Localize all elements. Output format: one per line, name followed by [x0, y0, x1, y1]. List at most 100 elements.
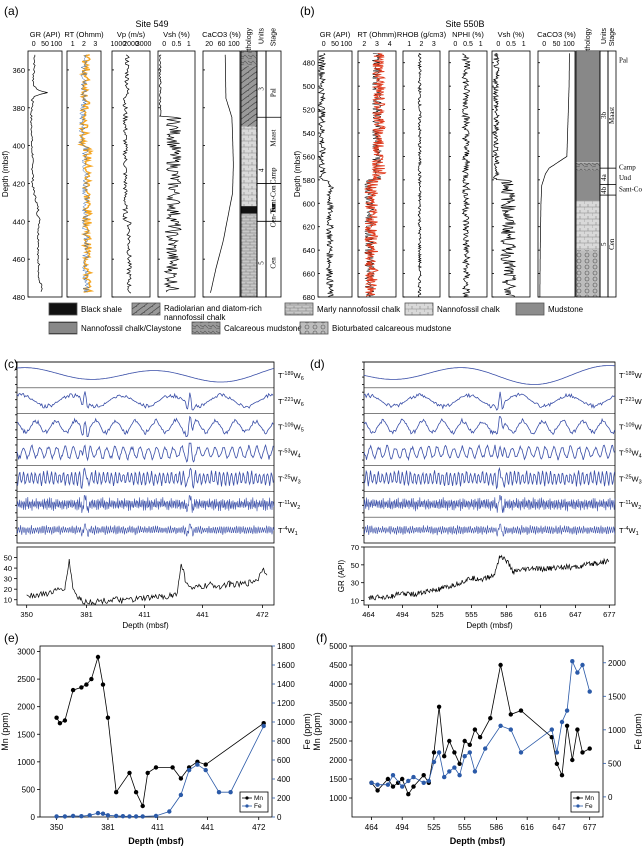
rhob-curve: [417, 52, 422, 298]
track-header: RT (Ohmm): [64, 30, 104, 39]
track-tick-label: 60: [218, 41, 226, 48]
depth-tick-label: 420: [12, 179, 25, 188]
track-GR (API): GR (API) 0 50 100: [27, 30, 63, 298]
data-point-Mn: [375, 788, 380, 793]
y-tick-label: 70: [351, 543, 359, 552]
log-curve-CaCO3: [539, 53, 570, 297]
y-tick-label: 4500: [329, 661, 347, 670]
track-header: CaCO3 (%): [202, 30, 241, 39]
data-point-Fe: [62, 814, 68, 819]
data-point-Mn: [100, 682, 106, 687]
wavelet-frame: [16, 361, 275, 544]
track-tick-label: 2: [362, 41, 366, 48]
track-NPHI (%): NPHI (%) 0 0.5 1: [448, 30, 488, 298]
track-tick-label: 3: [432, 41, 436, 48]
lithology-block: [576, 200, 600, 251]
y-tick-label: 1500: [17, 730, 35, 739]
track-RT (Ohmm): RT (Ohmm) 1 2 3: [64, 30, 104, 298]
wavelet-label: T-53W4: [619, 449, 642, 460]
data-point-Fe: [554, 750, 560, 755]
unit-label: 4a: [600, 173, 608, 181]
data-point-Mn: [498, 662, 503, 668]
data-point-Mn: [462, 738, 467, 744]
rt-curve-deep: [364, 52, 387, 297]
track-tick-label: 100: [563, 41, 575, 48]
legend-swatch-mud: [515, 302, 545, 316]
data-point-Fe: [549, 727, 554, 732]
data-point-Fe: [375, 782, 380, 787]
stage-label: Tur: [270, 202, 278, 213]
track-tick-label: 2: [420, 41, 424, 48]
x-tick-label: 525: [427, 823, 441, 832]
x-tick-label: 616: [534, 610, 547, 619]
wavelet-label: T-189W6: [619, 371, 642, 382]
data-point-Fe: [570, 659, 575, 664]
panel-label-c: (c): [4, 357, 18, 371]
data-point-Fe: [452, 765, 457, 770]
column-label: Lithology: [585, 28, 592, 57]
stage-label: Maast: [270, 129, 278, 146]
x-axis-label: Depth (mbsf): [466, 621, 513, 630]
lithology-legend: Black shale Radiolarian and diatom-richna…: [48, 302, 584, 335]
wavelet-curve: [16, 391, 274, 411]
lithology-block: [576, 51, 600, 163]
wavelet-row: T-221W6: [16, 387, 304, 411]
data-point-Fe: [411, 774, 416, 780]
track-CaCO3 (%): CaCO3 (%) 0 50 100: [537, 30, 576, 298]
y-tick-label: 3000: [17, 648, 35, 657]
y-tick-label: 1000: [17, 758, 35, 767]
track-tick-label: 1: [522, 41, 526, 48]
wavelet-label: T-109W5: [619, 423, 642, 434]
gr-curve: [368, 554, 610, 601]
track-tick-label: 20: [205, 41, 213, 48]
depth-tick-label: 480: [302, 59, 315, 68]
data-point-Fe: [186, 767, 192, 773]
data-point-Mn: [70, 687, 76, 693]
legend-label: nannofossil chalk: [164, 313, 226, 322]
legend-swatch-bio: [299, 321, 329, 335]
y-tick-label: 3500: [329, 699, 347, 708]
data-point-Mn: [488, 716, 493, 721]
y2-tick-label: 0: [608, 793, 613, 802]
data-point-Mn: [570, 757, 575, 763]
wavelet-row: T-53W4: [363, 439, 642, 462]
data-point-Fe: [114, 813, 119, 819]
data-point-Mn: [79, 685, 84, 690]
data-point-Mn: [95, 654, 101, 660]
data-point-Fe: [153, 813, 159, 819]
wavelet-curve: [363, 391, 615, 411]
data-point-Mn: [587, 746, 592, 751]
gr-subplot: 10 30 50 70 464 494 525 555 586 616 647 677 Depth (m…: [337, 543, 616, 630]
wavelet-curve: [363, 416, 615, 436]
legend-label: Mn: [585, 795, 594, 802]
data-point-Fe: [100, 811, 106, 816]
x-axis-label: Depth (mbsf): [128, 836, 184, 846]
unit-label: 5: [258, 261, 266, 265]
track-tick-label: 1: [71, 41, 75, 48]
gr-frame: [16, 546, 275, 606]
y2-tick-label: 1200: [277, 699, 295, 708]
data-point-Fe: [406, 778, 411, 784]
data-point-Fe: [447, 769, 452, 774]
x-tick-label: 494: [396, 610, 409, 619]
data-point-Fe: [105, 813, 111, 818]
y-tick-label: 10: [4, 596, 12, 605]
wavelet-row: T-11W2: [16, 491, 300, 513]
data-point-Mn: [153, 765, 159, 770]
legend-label: Calcareous mudstone: [224, 324, 302, 333]
wavelet-label: T-53W4: [278, 449, 301, 460]
gr-curve: [26, 558, 268, 606]
y-tick-label: 10: [351, 597, 359, 606]
wavelet-row: T-189W6: [363, 361, 642, 385]
data-point-Mn: [575, 727, 580, 732]
rt-curve-shallow: [78, 54, 90, 293]
wavelet-row: T-53W4: [16, 439, 301, 463]
wavelet-curve: [16, 415, 274, 438]
stage-label: Cen: [608, 238, 616, 250]
data-point-Mn: [390, 784, 396, 789]
legend-swatch-black: [48, 302, 78, 316]
data-point-Fe: [369, 780, 374, 785]
column-label: Units: [259, 28, 266, 44]
stage-label: Sant-Con: [619, 186, 642, 194]
